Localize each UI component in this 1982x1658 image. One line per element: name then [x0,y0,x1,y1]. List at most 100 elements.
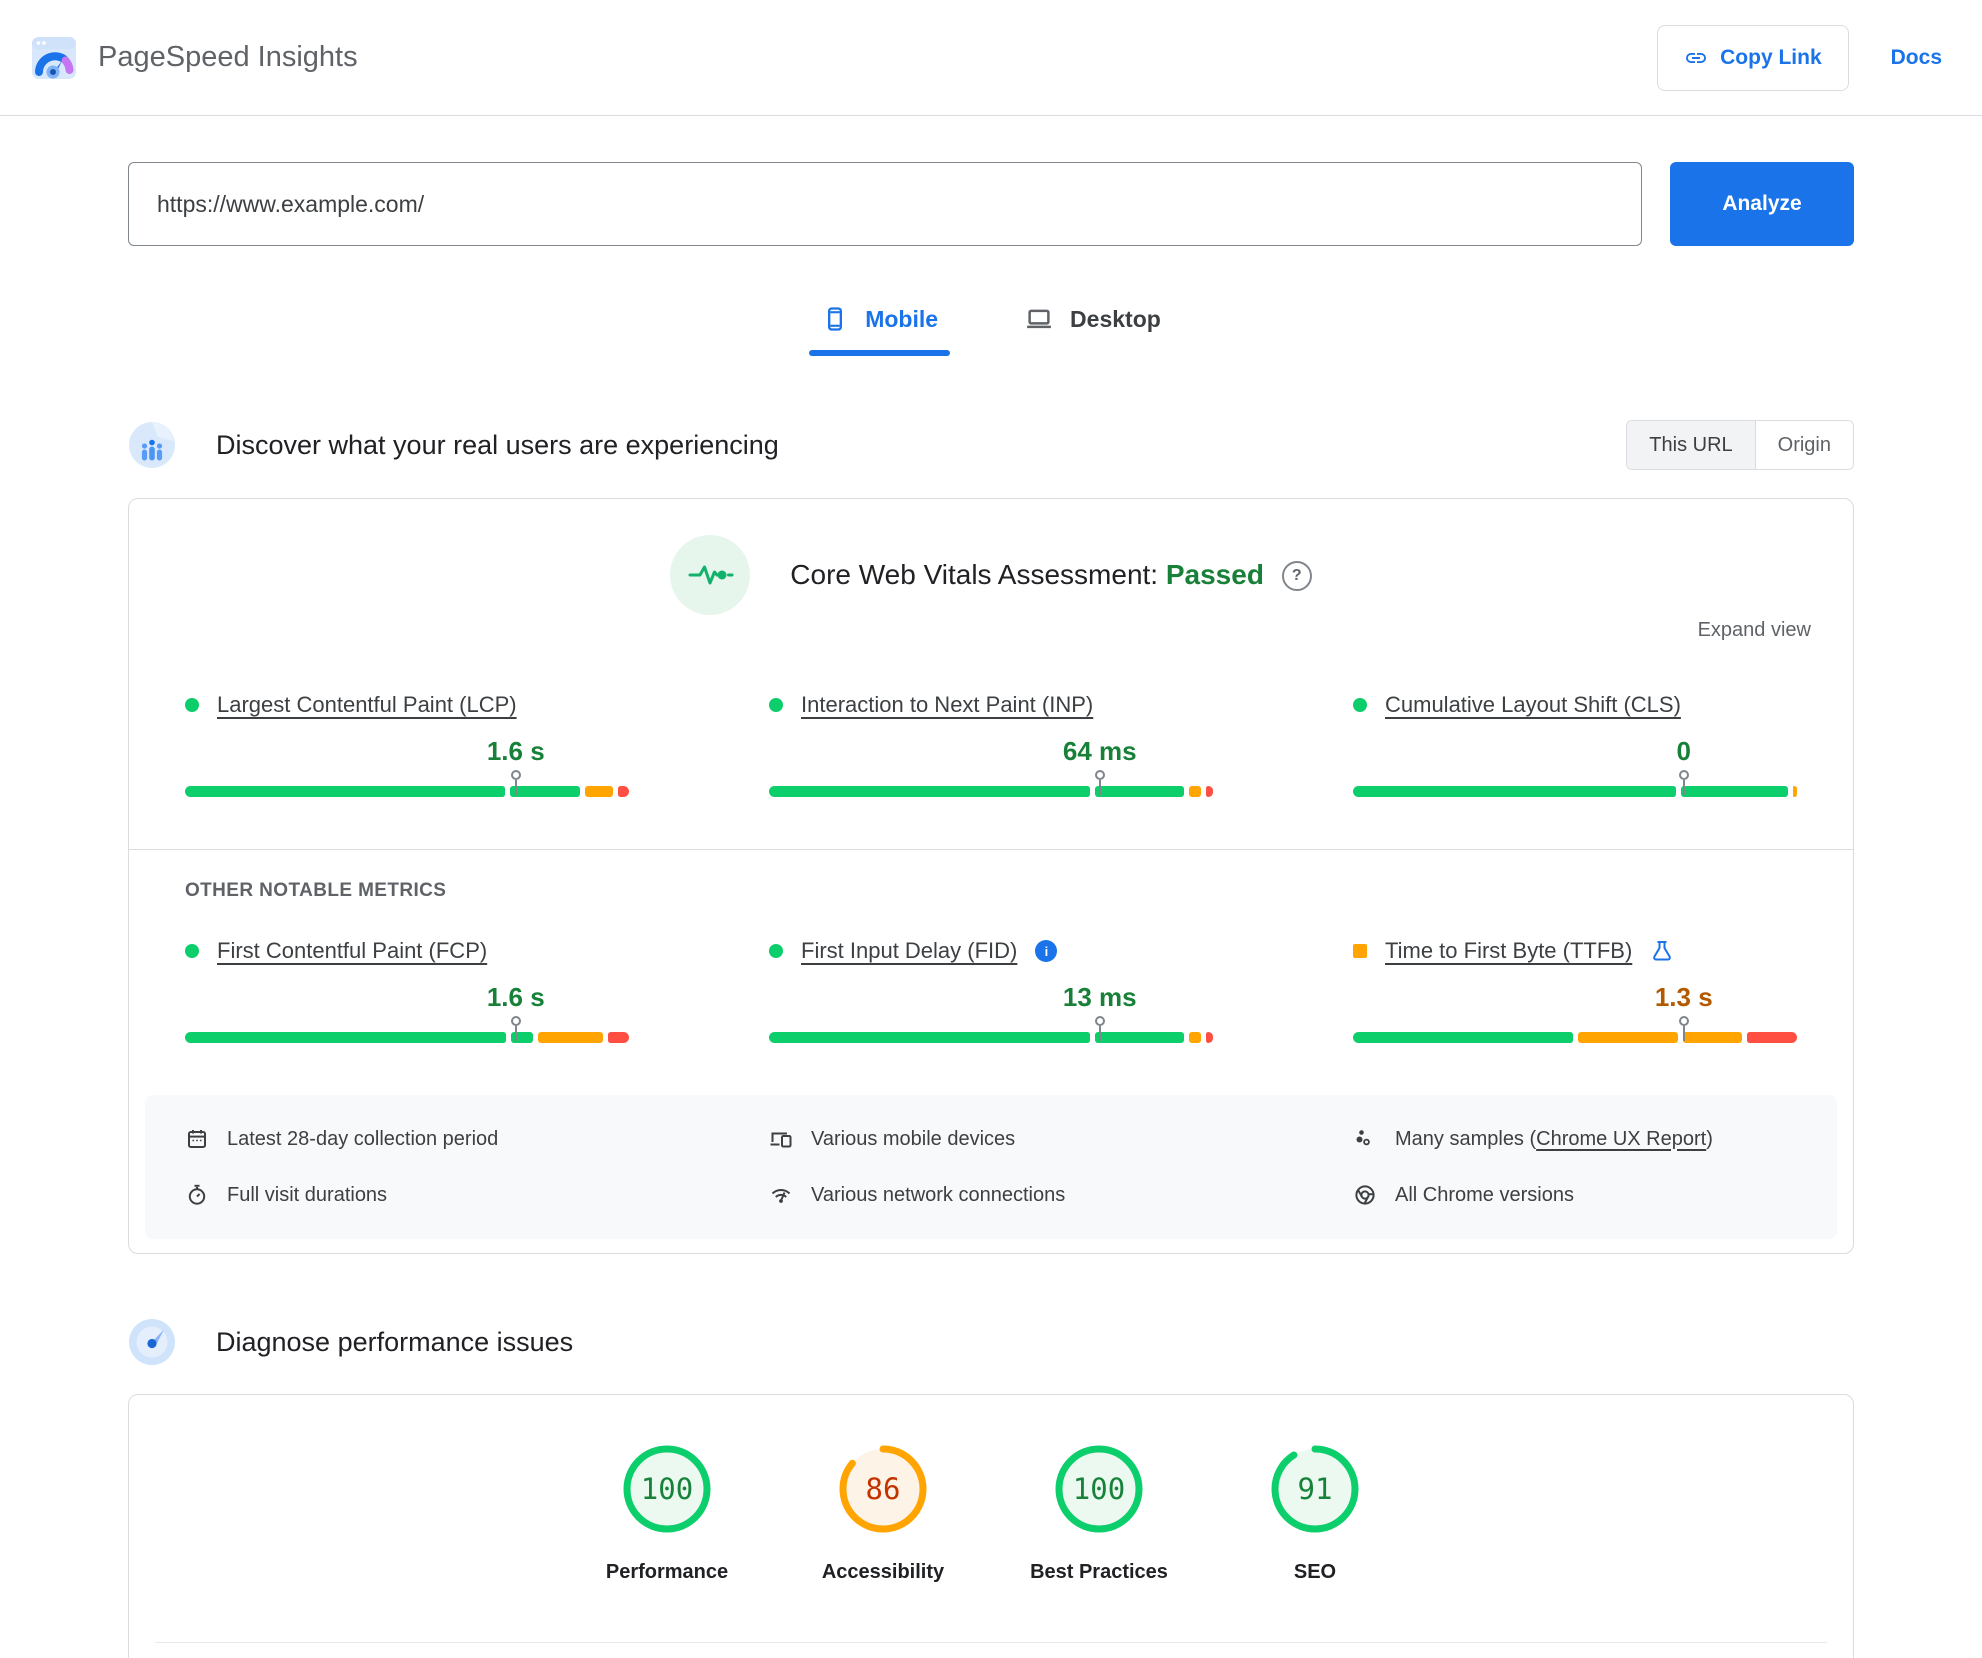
laptop-icon [1027,309,1051,329]
link-icon [1686,52,1707,63]
fcp-value: 1.6 s [486,982,545,1012]
fcp-distribution-bar [185,1016,630,1043]
ttfb-value: 1.3 s [1654,982,1713,1012]
seo-score: 91 [1297,1472,1333,1506]
chrome-ux-report-link[interactable]: Chrome UX Report [1536,1127,1707,1150]
performance-label: Performance [605,1561,729,1583]
analyze-button[interactable]: Analyze [1670,162,1854,246]
tab-desktop[interactable]: Desktop [1012,298,1173,356]
gauge-best-practices[interactable]: 100 Best Practices [1024,1443,1174,1584]
cls-p75-marker [1678,770,1689,795]
gauge-accessibility[interactable]: 86 Accessibility [808,1443,958,1584]
fact-versions-text: All Chrome versions [1395,1183,1574,1206]
cls-distribution-bar [1353,770,1797,797]
cwv-assessment-result: Passed [1165,558,1264,590]
main-content: Analyze Mobile Desktop [128,162,1854,1658]
app-title: PageSpeed Insights [98,41,358,73]
metric-lcp: Largest Contentful Paint (LCP) 1.6 s [185,692,630,797]
fid-link[interactable]: First Input Delay (FID) [801,938,1018,963]
lcp-p75-marker [510,770,521,795]
lcp-status-dot [185,698,199,712]
gauge-performance[interactable]: 100 Performance [592,1443,742,1584]
ttfb-status-square [1353,944,1367,958]
inp-status-dot [769,698,783,712]
scope-origin[interactable]: Origin [1755,421,1853,469]
copy-link-label: Copy Link [1720,45,1822,69]
url-input[interactable] [128,162,1642,246]
seo-label: SEO [1293,1561,1337,1583]
inp-value: 64 ms [1062,736,1137,766]
expand-view-link[interactable]: Expand view [1697,619,1811,641]
network-icon [771,1189,791,1203]
inp-distribution-bar [769,770,1213,797]
lcp-value: 1.6 s [486,736,545,766]
fact-durations-text: Full visit durations [227,1183,388,1206]
header-actions: Copy Link Docs [1657,24,1952,91]
cls-link[interactable]: Cumulative Layout Shift (CLS) [1385,692,1681,717]
help-icon[interactable]: ? [1281,561,1312,592]
fact-durations: Full visit durations [185,1183,629,1207]
cls-value: 0 [1676,736,1691,766]
metric-ttfb: Time to First Byte (TTFB) 1.3 s [1353,938,1797,1043]
inp-p75-marker [1094,770,1105,795]
tab-mobile-label: Mobile [865,305,939,332]
samples-icon [1356,1130,1370,1146]
app-header: PageSpeed Insights Copy Link Docs [0,0,1982,116]
experimental-flask-icon[interactable] [1650,939,1674,963]
smartphone-icon [828,307,843,331]
scope-toggle: This URL Origin [1626,420,1854,470]
fact-network-text: Various network connections [811,1183,1066,1206]
chrome-icon [1355,1185,1375,1205]
docs-link[interactable]: Docs [1890,45,1942,69]
pagespeed-logo-icon [32,36,76,79]
best-practices-label: Best Practices [1030,1561,1168,1583]
cwv-assessment-title: Core Web Vitals Assessment: Passed ? [790,558,1312,592]
metric-cls: Cumulative Layout Shift (CLS) 0 [1353,692,1797,797]
stopwatch-icon [188,1184,206,1205]
copy-link-button[interactable]: Copy Link [1657,24,1849,91]
brand[interactable]: PageSpeed Insights [30,34,358,82]
inp-link[interactable]: Interaction to Next Paint (INP) [801,692,1094,717]
crux-facts-panel: Latest 28-day collection period Various … [145,1095,1837,1239]
ttfb-distribution-bar [1353,1016,1797,1043]
devices-icon [770,1132,792,1148]
ttfb-link[interactable]: Time to First Byte (TTFB) [1385,938,1633,963]
fact-samples-before: Many samples ( [1395,1127,1537,1150]
gauge-seo[interactable]: 91 SEO [1240,1443,1390,1584]
active-tab-underline [809,350,951,356]
tab-mobile[interactable]: Mobile [809,298,951,356]
lab-card-divider [155,1642,1827,1643]
diagnose-gauge-icon [129,1319,175,1365]
fact-collection-text: Latest 28-day collection period [227,1127,499,1150]
core-web-vitals-card: Core Web Vitals Assessment: Passed ? Exp… [128,498,1854,1254]
cwv-assessment-header: Core Web Vitals Assessment: Passed ? [145,535,1837,615]
metrics-divider [129,849,1853,850]
fid-value: 13 ms [1062,982,1137,1012]
lab-section-header: Diagnose performance issues [128,1318,1854,1366]
calendar-icon [188,1130,206,1148]
core-metrics-row: Largest Contentful Paint (LCP) 1.6 s Int… [185,692,1797,797]
lcp-link[interactable]: Largest Contentful Paint (LCP) [217,692,517,717]
fid-distribution-bar [769,1016,1213,1043]
heartbeat-icon [688,565,734,585]
scope-this-url[interactable]: This URL [1627,421,1756,469]
field-section-title: Discover what your real users are experi… [216,429,779,460]
fact-samples: Many samples (Chrome UX Report) [1353,1127,1797,1151]
fid-p75-marker [1094,1016,1105,1041]
pulse-badge [670,535,751,615]
fcp-link[interactable]: First Contentful Paint (FCP) [217,938,488,963]
accessibility-score: 86 [865,1472,901,1506]
info-icon[interactable]: i [1035,940,1058,962]
lab-section-title: Diagnose performance issues [216,1326,574,1357]
fcp-p75-marker [510,1016,521,1041]
performance-score: 100 [640,1472,694,1506]
lcp-distribution-bar [185,770,630,797]
cls-status-dot [1353,698,1367,712]
metric-inp: Interaction to Next Paint (INP) 64 ms [769,692,1213,797]
lighthouse-card: 100 Performance 86 Accessibility [128,1394,1854,1658]
real-users-icon [129,422,175,468]
metric-fid: First Input Delay (FID) i 13 ms [769,938,1213,1043]
score-gauges: 100 Performance 86 Accessibility [129,1443,1853,1584]
best-practices-score: 100 [1072,1472,1126,1506]
